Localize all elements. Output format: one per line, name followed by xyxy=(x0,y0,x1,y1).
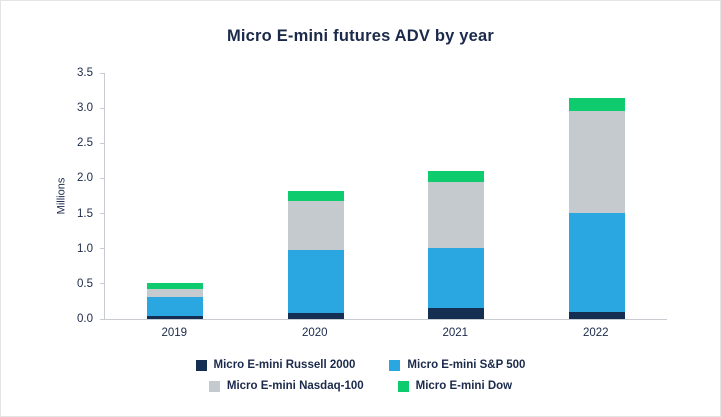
bar-segment xyxy=(287,191,344,201)
y-tick-label: 0.5 xyxy=(77,277,93,290)
x-tick-label: 2022 xyxy=(582,327,609,339)
y-tick-mark xyxy=(100,213,105,215)
legend-row: Micro E-mini Russell 2000 Micro E-mini S&… xyxy=(195,359,525,371)
bar-segment xyxy=(147,283,204,289)
legend-swatch-icon xyxy=(389,359,401,371)
bar-segment xyxy=(428,171,485,182)
y-tick-mark xyxy=(100,72,105,74)
bar-2020 xyxy=(287,73,344,319)
plot-area xyxy=(100,72,667,320)
bar-segment xyxy=(568,212,625,312)
bar-segment xyxy=(287,250,344,314)
bar-segment xyxy=(287,313,344,319)
legend-swatch-icon xyxy=(195,359,207,371)
x-tick-label: 2020 xyxy=(301,327,328,339)
legend-swatch-icon xyxy=(397,380,409,392)
y-tick-label: 3.0 xyxy=(77,102,93,115)
y-tick-mark xyxy=(100,142,105,144)
legend-item: Micro E-mini Dow xyxy=(397,380,513,392)
y-tick-label: 2.5 xyxy=(77,137,93,150)
bar-segment xyxy=(568,110,625,213)
legend-item: Micro E-mini S&P 500 xyxy=(389,359,525,371)
bar-segment xyxy=(428,248,485,308)
y-tick-label: 2.0 xyxy=(77,172,93,185)
bar-segment xyxy=(568,311,625,319)
bar-segment xyxy=(147,297,204,316)
legend-label: Micro E-mini Russell 2000 xyxy=(213,359,356,371)
y-tick-label: 0.0 xyxy=(77,313,93,325)
x-axis: 2019 2020 2021 2022 xyxy=(104,327,666,339)
bar-segment xyxy=(147,315,204,319)
y-axis-title-label: Millions xyxy=(55,177,67,215)
y-tick-label: 3.5 xyxy=(77,67,93,79)
y-axis: 0.0 0.5 1.0 1.5 2.0 2.5 3.0 3.5 xyxy=(67,67,99,325)
y-tick-mark xyxy=(100,248,105,250)
y-tick-mark xyxy=(100,318,105,320)
y-tick-label: 1.0 xyxy=(77,242,93,255)
bar-segment xyxy=(568,98,625,111)
legend-item: Micro E-mini Nasdaq-100 xyxy=(208,380,364,392)
x-tick-label: 2019 xyxy=(161,327,188,339)
y-tick-mark xyxy=(100,107,105,109)
legend-item: Micro E-mini Russell 2000 xyxy=(195,359,356,371)
legend-row: Micro E-mini Nasdaq-100 Micro E-mini Dow xyxy=(208,380,513,392)
bar-segment xyxy=(428,307,485,319)
legend: Micro E-mini Russell 2000 Micro E-mini S&… xyxy=(1,359,720,392)
bar-segment xyxy=(147,288,204,298)
legend-swatch-icon xyxy=(208,380,220,392)
bar-segment xyxy=(287,200,344,251)
x-tick-label: 2021 xyxy=(442,327,469,339)
y-tick-mark xyxy=(100,177,105,179)
legend-label: Micro E-mini Nasdaq-100 xyxy=(226,380,364,392)
chart-title: Micro E-mini futures ADV by year xyxy=(226,27,495,45)
bar-segment xyxy=(428,181,485,249)
legend-label: Micro E-mini Dow xyxy=(415,380,513,392)
bar-2019 xyxy=(147,73,204,319)
bar-2022 xyxy=(568,73,625,319)
y-tick-mark xyxy=(100,283,105,285)
y-tick-label: 1.5 xyxy=(77,207,93,220)
bars-container xyxy=(105,73,667,319)
legend-label: Micro E-mini S&P 500 xyxy=(407,359,526,371)
bar-2021 xyxy=(428,73,485,319)
